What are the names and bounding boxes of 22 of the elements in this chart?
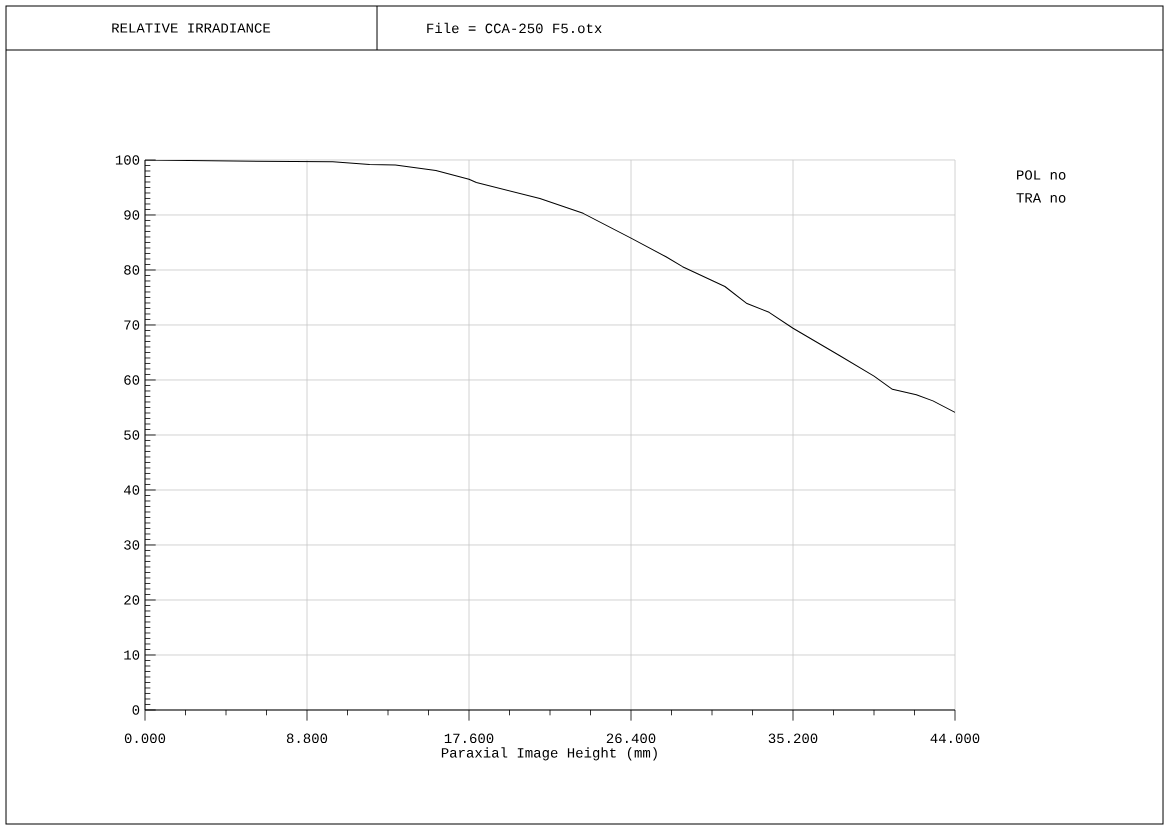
y-tick-label: 60 [124,375,140,385]
y-tick-label: 80 [124,265,140,275]
y-tick-label: 10 [124,650,140,660]
text: TRA no [1016,193,1066,203]
x-tick-label: 44.000 [930,733,980,744]
text: File = CCA-250 F5.otx [427,22,602,34]
y-tick-label: 0 [132,705,140,715]
x-tick-label: 17.600 [444,733,494,744]
chart-title: RELATIVE IRRADIANCE [112,23,271,33]
y-tick-label: 50 [124,430,140,440]
text: POL no [1017,170,1066,180]
x-axis-title: Paraxial Image Height (mm) [441,747,657,761]
y-tick-label: 30 [124,540,140,550]
x-tick-label: 35.200 [768,733,818,744]
x-tick-label: 26.400 [606,733,656,744]
x-tick-label: 0.000 [124,733,166,744]
x-tick-label: 8.800 [286,733,328,744]
y-tick-label: 70 [124,320,140,330]
y-tick-label: 90 [124,210,140,220]
y-tick-label: 20 [124,595,140,605]
y-tick-label: 100 [115,155,140,165]
y-tick-label: 40 [123,485,140,495]
